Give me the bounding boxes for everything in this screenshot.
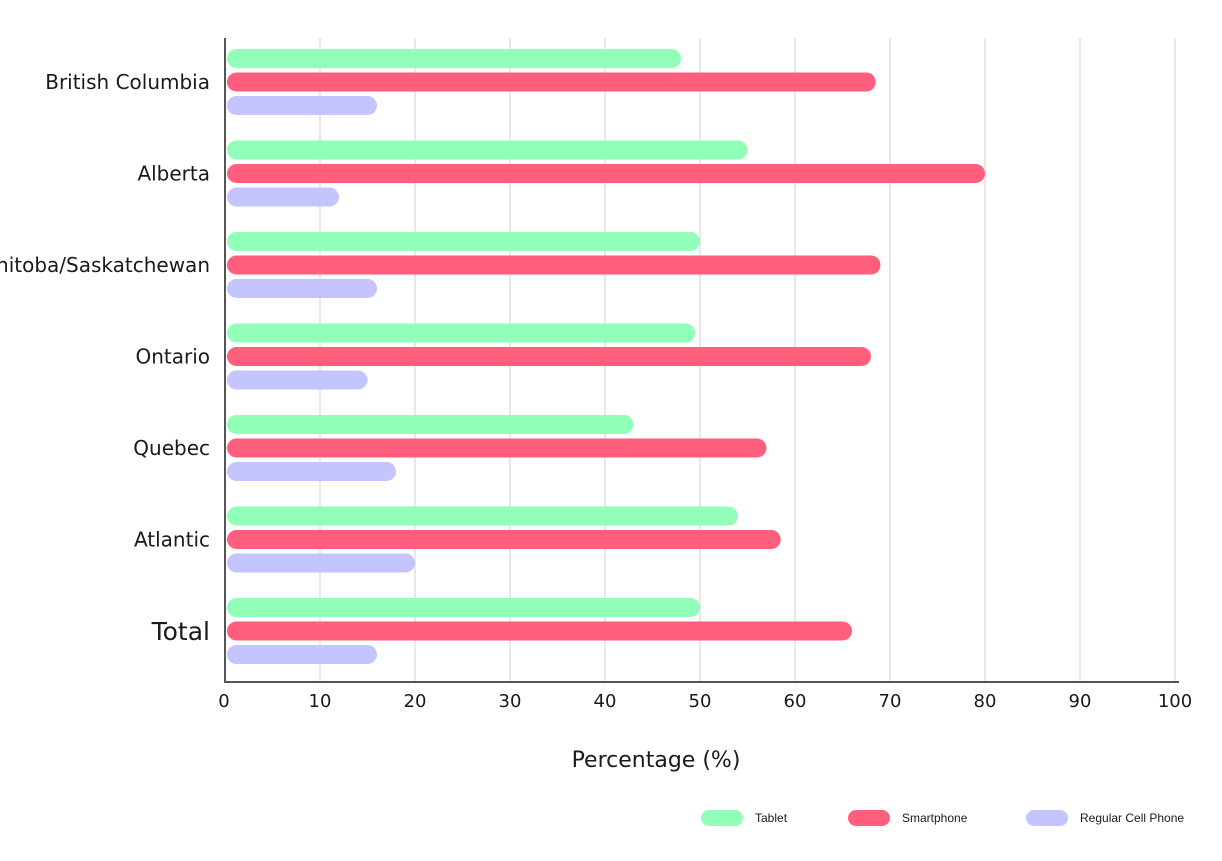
legend-item-tablet: Tablet: [701, 810, 788, 826]
x-tick-label-90: 90: [1069, 691, 1092, 712]
category-label-manitoba-saskatchewan: Manitoba/Saskatchewan: [0, 253, 210, 277]
x-tick-label-80: 80: [974, 691, 997, 712]
x-axis-title: Percentage (%): [572, 748, 741, 773]
bar-regular-cell-phone-british-columbia: [227, 96, 377, 115]
bar-smartphone-atlantic: [227, 530, 781, 549]
category-label-alberta: Alberta: [137, 162, 210, 186]
legend-label-smartphone: Smartphone: [902, 811, 968, 825]
legend-swatch-smartphone: [848, 810, 890, 826]
bar-tablet-alberta: [227, 140, 748, 160]
legend-swatch-tablet: [701, 810, 743, 826]
labels-layer: British Columbia Alberta Manitoba/Saskatch…: [0, 70, 1192, 712]
category-label-total: Total: [151, 617, 210, 646]
bar-smartphone-british-columbia: [227, 72, 876, 92]
legend-item-regular-cell-phone: Regular Cell Phone: [1026, 810, 1184, 826]
legend-label-regular-cell-phone: Regular Cell Phone: [1080, 811, 1184, 825]
axes-layer: [224, 38, 1179, 683]
legend-label-tablet: Tablet: [755, 811, 788, 825]
bar-smartphone-alberta: [227, 164, 985, 183]
bar-regular-cell-phone-atlantic: [227, 553, 415, 573]
category-label-ontario: Ontario: [135, 345, 210, 369]
bars-layer: [227, 49, 985, 664]
x-tick-label-70: 70: [879, 691, 902, 712]
legend-swatch-regular-cell-phone: [1026, 810, 1068, 826]
x-tick-label-50: 50: [689, 691, 712, 712]
x-tick-label-40: 40: [594, 691, 617, 712]
x-tick-label-60: 60: [784, 691, 807, 712]
x-tick-label-10: 10: [309, 691, 332, 712]
bar-regular-cell-phone-total: [227, 645, 377, 664]
category-label-atlantic: Atlantic: [134, 528, 210, 552]
bar-smartphone-ontario: [227, 347, 871, 366]
bar-regular-cell-phone-ontario: [227, 370, 368, 390]
bar-regular-cell-phone-alberta: [227, 187, 339, 207]
x-tick-label-0: 0: [218, 691, 229, 712]
x-tick-label-20: 20: [404, 691, 427, 712]
category-label-quebec: Quebec: [133, 436, 210, 460]
bar-smartphone-quebec: [227, 438, 767, 458]
x-tick-label-100: 100: [1158, 691, 1192, 712]
bar-tablet-ontario: [227, 323, 696, 343]
bar-tablet-atlantic: [227, 506, 738, 526]
x-tick-label-30: 30: [499, 691, 522, 712]
bar-tablet-british-columbia: [227, 49, 681, 68]
bar-smartphone-manitoba-saskatchewan: [227, 255, 881, 275]
bar-regular-cell-phone-manitoba-saskatchewan: [227, 279, 377, 298]
legend: Tablet Smartphone Regular Cell Phone: [701, 810, 1184, 826]
bar-tablet-manitoba-saskatchewan: [227, 232, 700, 251]
bar-tablet-total: [227, 598, 700, 617]
category-label-british-columbia: British Columbia: [45, 70, 210, 94]
bar-tablet-quebec: [227, 415, 634, 434]
bar-smartphone-total: [227, 621, 852, 641]
bar-regular-cell-phone-quebec: [227, 462, 396, 481]
legend-item-smartphone: Smartphone: [848, 810, 968, 826]
